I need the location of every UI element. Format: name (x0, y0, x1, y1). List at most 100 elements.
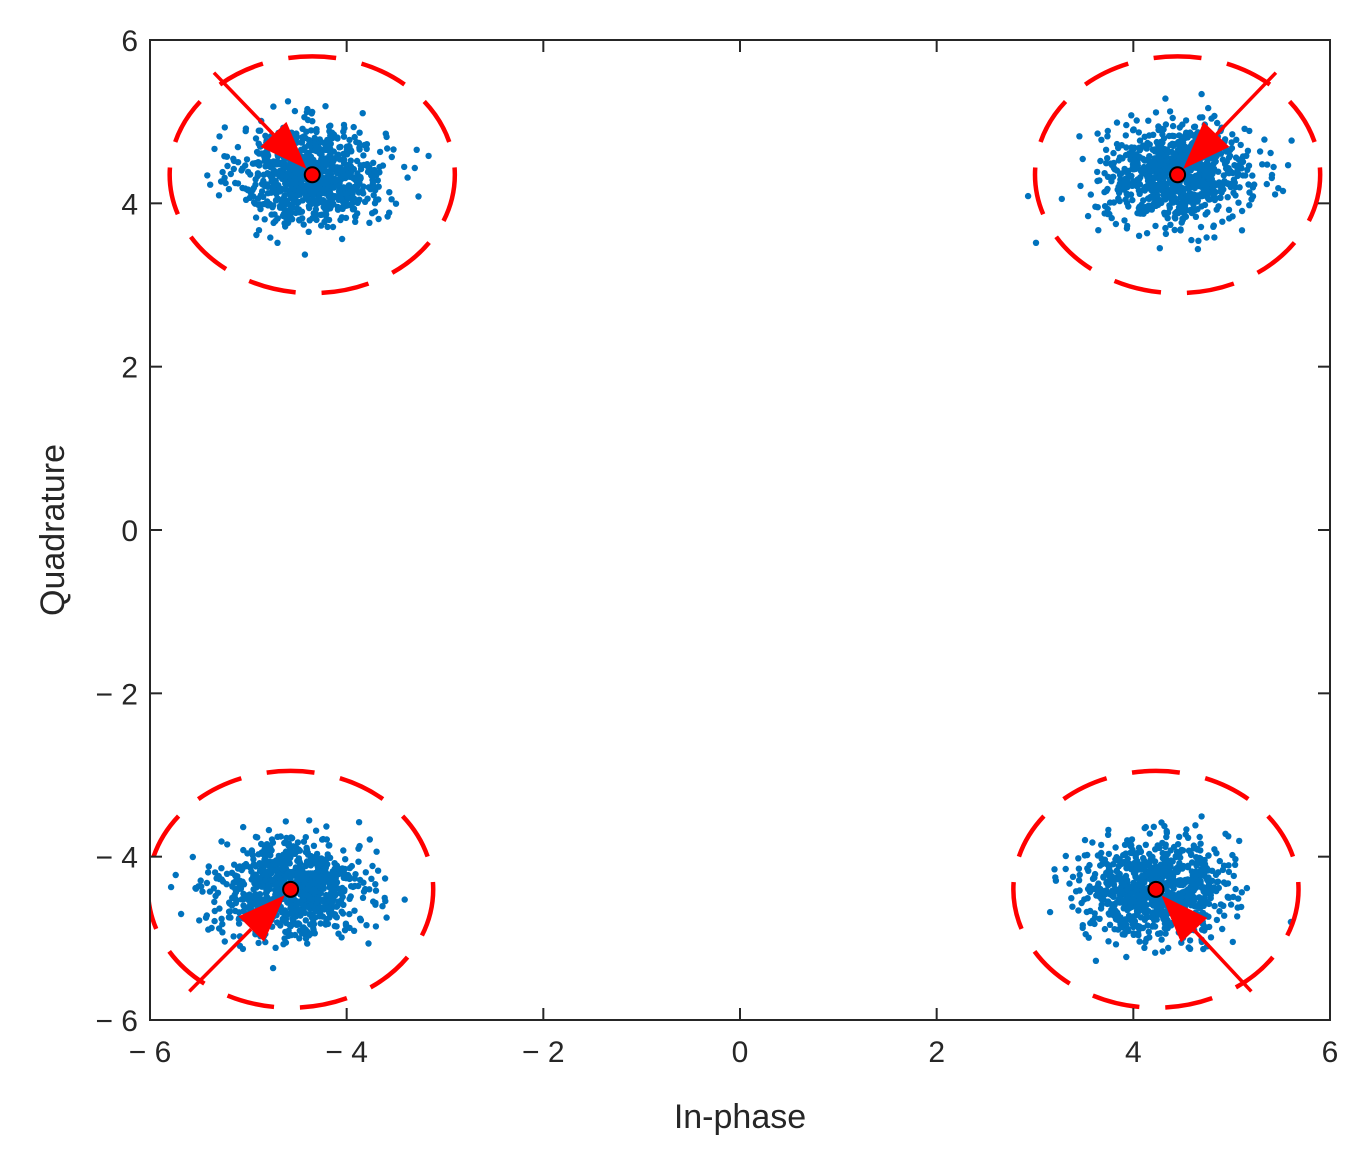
sample-point (333, 164, 341, 171)
sample-point (1151, 146, 1159, 153)
sample-point (1110, 149, 1117, 157)
sample-point (325, 216, 333, 224)
sample-point (1058, 195, 1066, 203)
sample-point (355, 882, 362, 890)
sample-point (224, 841, 231, 848)
sample-point (1219, 925, 1226, 933)
sample-point (1220, 172, 1228, 179)
sample-point (267, 234, 274, 241)
sample-point (342, 856, 349, 863)
sample-point (1197, 840, 1204, 847)
sample-point (1096, 915, 1103, 922)
sample-point (1188, 880, 1195, 887)
sample-point (320, 186, 328, 193)
sample-point (1201, 181, 1209, 188)
sample-point (1163, 152, 1170, 159)
sample-point (1187, 898, 1194, 905)
sample-point (272, 944, 279, 951)
sample-point (1219, 218, 1226, 225)
sample-point (252, 214, 260, 221)
sample-point (326, 188, 333, 196)
sample-point (1086, 883, 1093, 890)
sample-point (314, 896, 321, 903)
sample-point (1182, 117, 1190, 124)
sample-point (1127, 849, 1134, 856)
sample-point (274, 919, 281, 926)
x-tick-label: 4 (1125, 1036, 1142, 1069)
sample-point (1146, 830, 1154, 837)
sample-point (1105, 938, 1112, 945)
sample-point (1100, 896, 1107, 903)
sample-point (379, 903, 386, 910)
sample-point (1146, 141, 1153, 148)
sample-point (216, 905, 223, 912)
sample-point (305, 893, 313, 900)
sample-point (1187, 167, 1195, 174)
sample-point (1150, 915, 1157, 923)
sample-point (1156, 161, 1163, 169)
cluster-center-marker (1169, 166, 1187, 184)
sample-point (310, 918, 317, 926)
sample-point (257, 201, 264, 208)
sample-point (1123, 876, 1131, 884)
sample-point (327, 202, 334, 209)
sample-point (299, 896, 306, 903)
sample-point (329, 899, 336, 906)
sample-point (281, 917, 288, 924)
sample-point (1118, 879, 1125, 886)
sample-point (258, 840, 265, 848)
sample-point (1171, 185, 1178, 192)
sample-point (263, 201, 270, 208)
sample-point (317, 138, 324, 146)
sample-point (252, 895, 259, 902)
sample-point (1128, 842, 1135, 849)
y-tick-label: 2 (121, 352, 138, 385)
sample-point (251, 880, 258, 887)
sample-point (1069, 903, 1076, 910)
sample-point (1162, 121, 1170, 128)
sample-point (1105, 910, 1113, 917)
sample-point (240, 907, 247, 915)
sample-point (1207, 894, 1214, 902)
sample-point (280, 164, 287, 171)
sample-point (353, 138, 360, 146)
sample-point (1160, 192, 1168, 199)
sample-point (337, 143, 344, 151)
sample-point (331, 881, 338, 888)
sample-point (1155, 910, 1162, 917)
sample-point (282, 186, 289, 193)
y-tick-label: 4 (121, 188, 138, 221)
sample-point (1121, 931, 1128, 938)
sample-point (1201, 201, 1209, 209)
sample-point (1086, 861, 1093, 869)
sample-point (282, 848, 290, 855)
sample-point (1150, 131, 1157, 138)
offset-arrow-head (1161, 895, 1208, 943)
sample-point (331, 865, 338, 872)
sample-point (1076, 133, 1083, 140)
sample-point (1171, 879, 1178, 887)
sample-point (264, 861, 271, 868)
sample-point (1152, 222, 1159, 230)
sample-point (307, 127, 315, 134)
sample-point (262, 132, 269, 139)
sample-point (1152, 202, 1160, 210)
sample-point (1108, 214, 1115, 222)
sample-point (312, 874, 319, 881)
sample-point (411, 164, 418, 172)
sample-point (255, 227, 263, 234)
sample-point (340, 847, 347, 854)
sample-point (1220, 862, 1228, 869)
sample-point (250, 861, 257, 868)
sample-point (369, 180, 376, 187)
sample-point (281, 192, 288, 199)
sample-point (255, 939, 262, 947)
sample-point (1145, 894, 1152, 901)
sample-point (1205, 900, 1213, 908)
sample-point (199, 888, 206, 895)
sample-point (1104, 133, 1111, 140)
sample-point (1157, 930, 1164, 937)
sample-point (274, 239, 281, 246)
sample-point (1210, 223, 1217, 230)
sample-point (363, 141, 371, 148)
